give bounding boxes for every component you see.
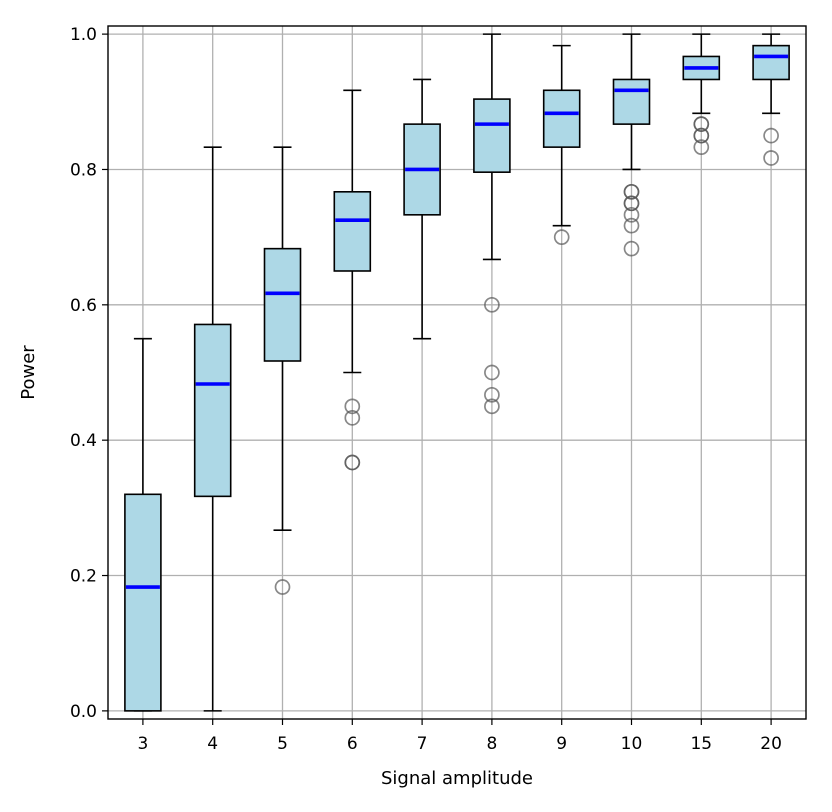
box-group-20: [752, 33, 790, 115]
x-axis-ticks: 3 4 5 6 7 8 9 10 15 20: [137, 719, 782, 754]
outlier-point: [623, 217, 640, 234]
outlier-point: [484, 296, 500, 313]
y-tick-label: 0.8: [70, 160, 97, 180]
box-group-7: [403, 78, 441, 340]
x-tick-label: 10: [621, 734, 643, 754]
outlier-point: [763, 127, 779, 144]
outlier-point: [484, 364, 500, 381]
x-axis-label: Signal amplitude: [381, 768, 533, 789]
outlier-point: [484, 398, 500, 415]
box-body: [473, 98, 511, 173]
box-group-10: [612, 33, 651, 171]
outlier-point: [693, 116, 710, 132]
outlier-point: [344, 454, 361, 471]
plot-area-frame: [107, 25, 807, 720]
outlier-point: [763, 150, 779, 166]
box-body: [542, 89, 581, 148]
outlier-point: [623, 183, 640, 200]
x-tick-label: 6: [347, 734, 358, 754]
x-tick-label: 5: [277, 734, 288, 754]
x-tick-label: 8: [486, 734, 497, 754]
outlier-layer: [274, 116, 779, 595]
x-tick-label: 9: [556, 734, 567, 754]
outlier-point: [484, 386, 500, 403]
box-group-3: [124, 337, 162, 712]
x-tick-label: 3: [137, 734, 148, 754]
x-tick-label: 15: [690, 734, 712, 754]
box-body: [752, 44, 790, 81]
box-group-8: [473, 33, 511, 261]
outlier-point: [344, 398, 361, 415]
box-group-5: [263, 146, 302, 531]
outlier-point: [693, 127, 710, 144]
box-group-15: [682, 33, 721, 115]
box-body: [263, 247, 302, 362]
outlier-point: [693, 139, 710, 155]
box-group-9: [542, 44, 581, 227]
y-tick-label: 1.0: [70, 25, 97, 45]
y-tick-label: 0.0: [70, 702, 97, 722]
box-body: [193, 323, 232, 498]
x-tick-label: 20: [760, 734, 782, 754]
y-axis-label: Power: [18, 345, 39, 400]
outlier-point: [274, 579, 291, 595]
box-group-6: [333, 89, 372, 374]
outlier-point: [623, 195, 640, 212]
outlier-point: [623, 240, 640, 257]
y-tick-label: 0.4: [70, 431, 97, 451]
y-tick-label: 0.6: [70, 296, 97, 316]
outlier-point: [344, 409, 361, 426]
box-layer: [124, 33, 790, 712]
box-body: [333, 191, 372, 272]
outlier-point: [553, 229, 570, 245]
box-body: [612, 78, 651, 125]
x-tick-label: 4: [207, 734, 218, 754]
y-tick-label: 0.2: [70, 567, 97, 587]
x-tick-label: 7: [417, 734, 428, 754]
box-group-4: [193, 146, 232, 712]
outlier-point: [623, 206, 640, 223]
box-body: [124, 493, 162, 712]
y-axis-ticks: 0.0 0.2 0.4 0.6 0.8 1.0: [70, 25, 108, 722]
